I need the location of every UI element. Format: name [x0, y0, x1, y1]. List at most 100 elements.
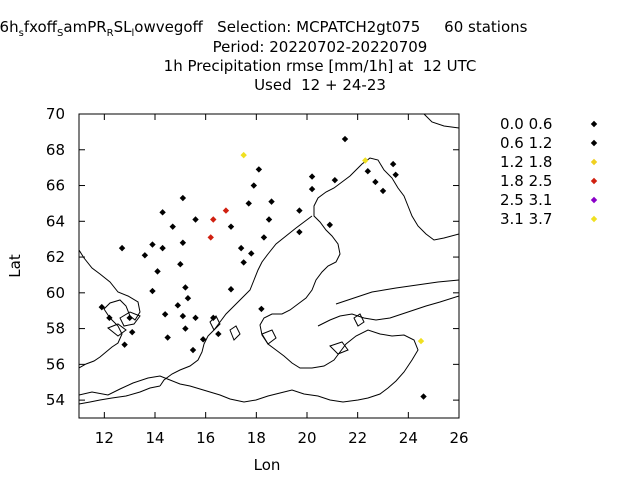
station-marker	[149, 241, 156, 248]
y-axis-label: Lat	[6, 254, 24, 278]
y-tick-label: 60	[46, 284, 65, 302]
station-marker	[265, 216, 273, 223]
station-marker	[98, 303, 105, 311]
station-marker	[389, 160, 397, 168]
legend-entry-label: 0.6 1.2	[500, 134, 552, 152]
station-marker	[210, 314, 217, 322]
y-tick-label: 58	[46, 320, 65, 338]
legend-entry-label: 0.0 0.6	[500, 115, 552, 133]
station-marker	[326, 221, 333, 229]
station-marker	[245, 200, 252, 207]
x-tick-label: 26	[449, 429, 468, 447]
station-marker	[240, 259, 247, 266]
title-line-1: 46hsfxoffSamPRRSLlowvegoff Selection: MC…	[0, 18, 528, 39]
y-tick-label: 54	[46, 391, 65, 409]
station-marker	[258, 305, 265, 313]
station-marker	[296, 207, 303, 214]
x-tick-label: 16	[196, 429, 215, 447]
y-tick-label: 68	[46, 141, 65, 159]
x-tick-label: 22	[348, 429, 367, 447]
legend-marker	[590, 215, 598, 223]
station-marker	[182, 325, 189, 332]
station-marker	[118, 244, 126, 252]
station-marker	[199, 336, 207, 343]
station-marker	[210, 216, 217, 223]
station-marker	[179, 312, 187, 320]
station-marker	[227, 286, 235, 293]
station-marker	[126, 314, 133, 322]
y-tick-label: 70	[46, 105, 65, 123]
station-marker	[341, 135, 349, 143]
legend-marker	[590, 158, 598, 166]
plot-frame	[78, 113, 460, 419]
station-marker	[308, 173, 316, 180]
x-tick-label: 12	[95, 429, 114, 447]
station-marker	[164, 334, 171, 341]
station-marker	[240, 151, 247, 159]
station-marker	[189, 346, 197, 354]
station-marker	[237, 244, 245, 252]
station-marker	[159, 244, 166, 252]
station-marker	[372, 178, 379, 186]
y-tick-label: 56	[46, 355, 65, 373]
station-marker	[182, 284, 189, 291]
legend: 0.0 0.60.6 1.21.2 1.81.8 2.52.5 3.13.1 3…	[500, 115, 598, 228]
station-marker	[179, 194, 187, 202]
tick-labels: 12 14 16 18 20 22 24 26 54 56 58 60 62 64 66 68 70	[46, 105, 469, 447]
title-line-used: Used 12 + 24-23	[254, 76, 386, 94]
station-marker	[169, 223, 176, 230]
station-marker	[420, 393, 427, 400]
station-marker	[362, 157, 369, 164]
x-tick-label: 20	[297, 429, 316, 447]
station-marker	[177, 261, 184, 268]
x-tick-label: 24	[399, 429, 418, 447]
station-marker	[331, 176, 339, 184]
title-line-period: Period: 20220702-20220709	[212, 38, 428, 56]
y-tick-label: 62	[46, 248, 65, 266]
legend-entry-label: 1.2 1.8	[500, 153, 552, 171]
station-marker	[250, 182, 257, 189]
legend-marker	[590, 196, 598, 204]
station-marker	[215, 330, 222, 338]
station-marker	[106, 314, 113, 322]
legend-entry-label: 3.1 3.7	[500, 210, 552, 228]
station-marker	[184, 294, 192, 302]
station-marker	[161, 311, 169, 318]
station-marker	[121, 341, 128, 348]
x-tick-label: 18	[247, 429, 266, 447]
station-markers	[98, 135, 427, 400]
y-tick-label: 66	[46, 177, 65, 195]
x-axis-label: Lon	[254, 456, 281, 474]
legend-entry-label: 2.5 3.1	[500, 191, 552, 209]
station-marker	[308, 185, 316, 193]
station-marker	[174, 302, 181, 309]
coastline	[79, 114, 459, 405]
station-marker	[179, 239, 187, 246]
station-marker	[268, 198, 275, 205]
station-marker	[207, 234, 214, 241]
legend-marker	[590, 177, 598, 185]
station-marker	[227, 223, 235, 230]
station-marker	[154, 268, 161, 275]
legend-entry-label: 1.8 2.5	[500, 172, 552, 190]
station-marker	[222, 207, 230, 214]
station-marker	[260, 234, 268, 241]
legend-marker	[590, 139, 598, 147]
axis-ticks	[79, 113, 460, 418]
station-marker	[364, 168, 371, 175]
station-marker	[392, 171, 399, 178]
y-tick-label: 64	[46, 212, 65, 230]
station-marker	[248, 250, 255, 257]
station-marker	[255, 166, 263, 173]
station-marker	[141, 252, 149, 259]
station-marker	[192, 216, 199, 223]
station-marker	[129, 328, 136, 336]
legend-marker	[590, 120, 598, 128]
station-marker	[149, 287, 156, 295]
station-marker	[296, 228, 303, 236]
x-tick-label: 14	[145, 429, 164, 447]
station-marker	[379, 187, 387, 195]
station-marker	[159, 209, 166, 216]
title-line-parameter: 1h Precipitation rmse [mm/1h] at 12 UTC	[163, 57, 477, 75]
